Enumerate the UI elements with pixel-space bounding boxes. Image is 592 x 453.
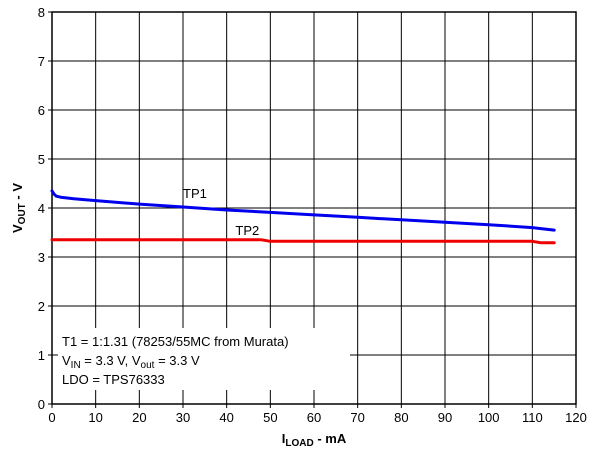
plot-frame xyxy=(51,11,577,405)
x-tick-label: 110 xyxy=(522,410,543,425)
y-tick-labels: 0 1 2 3 4 5 6 7 8 xyxy=(38,5,45,412)
y-tick-label: 6 xyxy=(38,103,45,118)
y-tick-label: 3 xyxy=(38,250,45,265)
x-tick-label: 30 xyxy=(176,410,190,425)
x-tick-label: 100 xyxy=(478,410,500,425)
series-line-tp2 xyxy=(50,238,556,245)
series-label-tp2: TP2 xyxy=(235,223,259,238)
x-tick-label: 10 xyxy=(88,410,102,425)
x-tick-label: 40 xyxy=(219,410,233,425)
x-axis-label: ILOAD - mA xyxy=(282,431,347,449)
x-tick-label: 120 xyxy=(565,410,587,425)
y-tick-label: 4 xyxy=(38,201,45,216)
annotation-line-1: T1 = 1:1.31 (78253/55MC from Murata) xyxy=(62,334,289,349)
x-tick-label: 60 xyxy=(307,410,321,425)
y-tick-label: 8 xyxy=(38,5,45,20)
x-tick-label: 80 xyxy=(394,410,408,425)
x-tick-label: 70 xyxy=(350,410,364,425)
x-tick-label: 20 xyxy=(132,410,146,425)
x-tick-label: 0 xyxy=(48,410,55,425)
x-tick-label: 90 xyxy=(438,410,452,425)
annotation-line-3: LDO = TPS76333 xyxy=(62,372,165,387)
y-tick-label: 5 xyxy=(38,152,45,167)
y-tick-label: 1 xyxy=(38,348,45,363)
y-tick-label: 2 xyxy=(38,299,45,314)
series-line-tp1 xyxy=(50,189,556,232)
series-labels: TP1 TP2 xyxy=(183,186,259,238)
y-tick-label: 0 xyxy=(38,397,45,412)
x-tick-label: 50 xyxy=(263,410,277,425)
series-lines xyxy=(50,189,556,245)
y-tick-label: 7 xyxy=(38,54,45,69)
annotation-line-2: VIN = 3.3 V, Vout = 3.3 V xyxy=(62,353,200,371)
x-tick-labels: 0 10 20 30 40 50 60 70 80 90 100 110 120 xyxy=(48,410,586,425)
y-axis-label: VOUT - V xyxy=(10,183,28,233)
series-label-tp1: TP1 xyxy=(183,186,207,201)
annotation-background xyxy=(58,328,350,390)
